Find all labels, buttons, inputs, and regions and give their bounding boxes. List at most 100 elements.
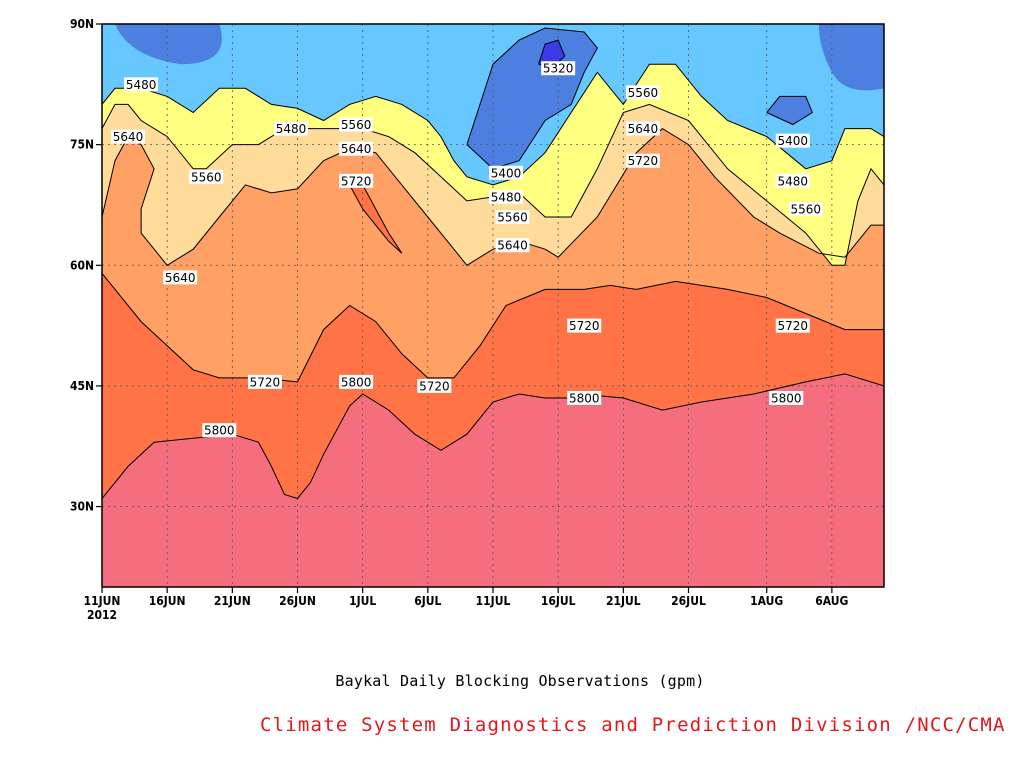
contour-label-text: 5400 xyxy=(777,134,808,148)
contour-label-5640-1: 5640 xyxy=(111,129,146,144)
contour-label-box xyxy=(124,77,159,92)
contour-label-text: 5480 xyxy=(491,190,522,204)
contour-label-box xyxy=(775,133,810,148)
chart-caption: Baykal Daily Blocking Observations (gpm) xyxy=(335,672,705,690)
contour-label-box xyxy=(202,423,237,438)
contour-label-text: 5800 xyxy=(771,391,802,405)
y-tick-label-2: 60N xyxy=(70,258,94,272)
contour-label-5720-19: 5720 xyxy=(567,318,602,333)
contour-label-box xyxy=(775,318,810,333)
credit-line: Climate System Diagnostics and Predictio… xyxy=(260,714,1006,736)
contour-label-box xyxy=(417,378,452,393)
contour-label-5480-0: 5480 xyxy=(124,77,159,92)
x-tick-label-6: 11JUL xyxy=(476,594,511,608)
contour-label-5800-26: 5800 xyxy=(769,390,804,405)
x-tick-label-7: 16JUL xyxy=(541,594,576,608)
contour-label-5720-22: 5720 xyxy=(417,378,452,393)
contour-label-5560-10: 5560 xyxy=(495,210,530,225)
contour-label-5720-7: 5720 xyxy=(339,173,374,188)
contour-label-text: 5800 xyxy=(204,424,235,438)
contour-label-5640-11: 5640 xyxy=(495,238,530,253)
contour-label-text: 5640 xyxy=(497,239,528,253)
contour-label-text: 5560 xyxy=(341,118,372,132)
contour-label-5480-4: 5480 xyxy=(273,121,308,136)
contour-label-box xyxy=(788,201,823,216)
contour-label-text: 5800 xyxy=(569,391,600,405)
contour-label-text: 5720 xyxy=(777,319,808,333)
contour-label-5480-9: 5480 xyxy=(489,189,524,204)
contour-label-5800-25: 5800 xyxy=(567,390,602,405)
contour-label-5640-3: 5640 xyxy=(163,270,198,285)
contour-label-box xyxy=(111,129,146,144)
contour-label-box xyxy=(163,270,198,285)
contour-label-5720-15: 5720 xyxy=(625,153,660,168)
contour-line-5560-3 xyxy=(102,103,884,266)
contour-line-5720-1 xyxy=(102,272,884,383)
contour-label-box xyxy=(339,117,374,132)
contour-label-box xyxy=(625,121,660,136)
contour-line-5400-5 xyxy=(466,27,598,170)
contour-label-box xyxy=(625,153,660,168)
contour-label-text: 5640 xyxy=(165,271,196,285)
contour-label-text: 5720 xyxy=(569,319,600,333)
y-tick-label-3: 75N xyxy=(70,138,94,152)
gridlines xyxy=(102,24,884,587)
contour-label-box xyxy=(273,121,308,136)
contour-line-5400-7 xyxy=(766,95,813,126)
contour-label-5560-13: 5560 xyxy=(625,85,660,100)
contour-label-box xyxy=(567,318,602,333)
x-tick-label-4: 1JUL xyxy=(349,594,376,608)
contour-label-5480-17: 5480 xyxy=(775,173,810,188)
contour-line-5720-8 xyxy=(349,184,403,254)
contour-label-box xyxy=(495,210,530,225)
contour-label-box xyxy=(541,61,576,76)
contour-label-box xyxy=(489,189,524,204)
y-tick-label-4: 90N xyxy=(70,17,94,31)
y-tick-label-1: 45N xyxy=(70,379,94,393)
x-tick-label-2: 21JUN xyxy=(214,594,251,608)
x-tick-label-0: 11JUN xyxy=(84,594,121,608)
polar-low-ring-west xyxy=(115,24,222,65)
contour-label-text: 5480 xyxy=(126,78,157,92)
contour-label-text: 5480 xyxy=(276,122,307,136)
contour-label-5320-12: 5320 xyxy=(541,61,576,76)
contour-label-box xyxy=(567,390,602,405)
contour-label-5560-5: 5560 xyxy=(339,117,374,132)
contour-labels: 5480 5640 5560 5640 5480 5560 5640 5720 5400 5480… xyxy=(111,61,823,438)
contour-label-text: 5400 xyxy=(491,166,522,180)
contour-label-5640-14: 5640 xyxy=(625,121,660,136)
y-tick-label-0: 30N xyxy=(70,500,94,514)
polar-low-ring-east xyxy=(818,24,884,91)
contour-label-text: 5560 xyxy=(791,202,822,216)
contour-label-text: 5560 xyxy=(628,86,659,100)
contour-label-text: 5720 xyxy=(419,379,450,393)
contour-label-box xyxy=(495,238,530,253)
x-axis-ticks: 11JUN 16JUN 21JUN 26JUN 1JUL 6JUL 11JUL 16JUL 21… xyxy=(84,587,849,608)
contour-label-text: 5560 xyxy=(191,170,222,184)
contour-label-5560-18: 5560 xyxy=(788,201,823,216)
contour-label-text: 5720 xyxy=(250,375,281,389)
x-tick-label-1: 16JUN xyxy=(149,594,186,608)
contour-label-5560-2: 5560 xyxy=(189,169,224,184)
contour-label-text: 5320 xyxy=(543,62,574,76)
contour-label-text: 5720 xyxy=(341,174,372,188)
contour-label-5640-6: 5640 xyxy=(339,141,374,156)
contour-label-box xyxy=(339,173,374,188)
contour-label-box xyxy=(625,85,660,100)
contour-label-5720-21: 5720 xyxy=(247,374,282,389)
contour-line-5800-0 xyxy=(102,373,884,500)
x-tick-label-10: 1AUG xyxy=(750,594,783,608)
contour-label-text: 5640 xyxy=(628,122,659,136)
contour-label-5800-24: 5800 xyxy=(339,374,374,389)
contour-label-text: 5560 xyxy=(497,211,528,225)
x-axis-year-label: 2012 xyxy=(87,608,117,622)
contour-label-box xyxy=(339,141,374,156)
y-axis-ticks: 30N 45N 60N 75N 90N xyxy=(70,17,102,514)
contour-label-text: 5720 xyxy=(628,154,659,168)
contour-line-5640-2 xyxy=(102,127,884,266)
contour-label-text: 5640 xyxy=(341,142,372,156)
closed-cell-5720-8 xyxy=(349,184,402,254)
contour-label-box xyxy=(775,173,810,188)
contour-label-5400-16: 5400 xyxy=(775,133,810,148)
x-tick-label-5: 6JUL xyxy=(414,594,441,608)
